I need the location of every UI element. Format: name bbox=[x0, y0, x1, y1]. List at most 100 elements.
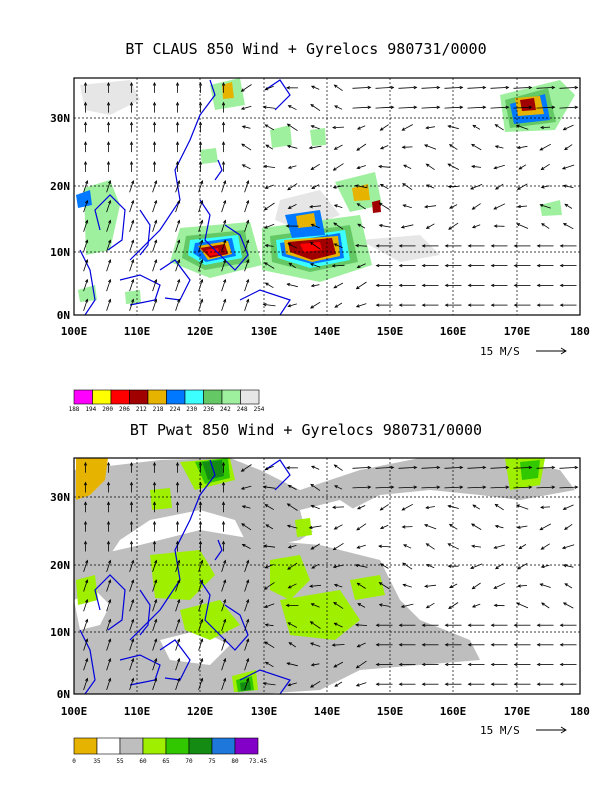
wind-arrowhead bbox=[334, 485, 338, 489]
wind-arrowhead bbox=[262, 105, 267, 109]
wind-arrow bbox=[355, 185, 368, 189]
wind-arrowhead bbox=[131, 638, 135, 643]
wind-arrow bbox=[152, 658, 157, 671]
wind-arrowhead bbox=[200, 677, 204, 682]
wind-arrowhead bbox=[198, 121, 203, 126]
wind-arrow bbox=[426, 543, 435, 550]
wind-arrow bbox=[83, 560, 88, 573]
lon-label: 130E bbox=[251, 325, 278, 338]
wind-vectors bbox=[83, 81, 579, 311]
wind-arrow bbox=[263, 683, 276, 686]
wind-arrow bbox=[288, 105, 297, 111]
wind-arrow bbox=[375, 106, 394, 109]
lon-label: 120E bbox=[187, 325, 214, 338]
colorbar-label: 35 bbox=[93, 758, 101, 765]
lon-label: 180 bbox=[570, 325, 590, 338]
wind-arrow bbox=[352, 87, 371, 89]
wind-arrow bbox=[310, 484, 321, 491]
wind-arrow bbox=[401, 224, 414, 228]
wind-arrowhead bbox=[375, 244, 380, 248]
wind-arrowhead bbox=[536, 682, 541, 686]
wind-arrowhead bbox=[528, 465, 533, 470]
wind-arrowhead bbox=[421, 623, 426, 627]
wind-arrowhead bbox=[470, 186, 474, 190]
wind-arrowhead bbox=[574, 85, 579, 90]
wind-arrow bbox=[106, 180, 111, 193]
wind-arrow bbox=[265, 624, 274, 627]
wind-arrowhead bbox=[83, 481, 88, 486]
wind-arrowhead bbox=[154, 677, 158, 682]
wind-arrow bbox=[263, 486, 276, 489]
wind-arrowhead bbox=[334, 683, 339, 687]
wind-arrow bbox=[333, 542, 344, 551]
reference-vector-arrow bbox=[536, 347, 567, 355]
wind-arrowhead bbox=[490, 662, 495, 667]
wind-arrowhead bbox=[309, 584, 313, 588]
wind-arrowhead bbox=[177, 618, 181, 623]
wind-arrow bbox=[449, 524, 458, 530]
wind-arrow bbox=[129, 638, 134, 651]
wind-arrowhead bbox=[447, 184, 452, 189]
wind-arrowhead bbox=[175, 520, 180, 525]
wind-arrowhead bbox=[355, 304, 360, 308]
wind-arrowhead bbox=[495, 186, 499, 190]
wind-arrowhead bbox=[375, 643, 380, 647]
wind-arrowhead bbox=[490, 682, 495, 686]
wind-arrowhead bbox=[106, 461, 111, 466]
wind-arrow bbox=[518, 544, 527, 549]
wind-arrow bbox=[333, 163, 344, 171]
colorbar-label: 206 bbox=[119, 406, 130, 413]
wind-arrowhead bbox=[310, 546, 315, 550]
wind-arrowhead bbox=[108, 180, 112, 184]
colorbar-swatch bbox=[110, 389, 130, 405]
wind-arrow bbox=[513, 467, 532, 469]
wind-arrowhead bbox=[108, 579, 112, 584]
wind-arrow bbox=[334, 485, 343, 490]
wind-arrowhead bbox=[198, 501, 203, 506]
wind-arrowhead bbox=[106, 160, 111, 165]
wind-arrow bbox=[129, 200, 134, 213]
wind-arrowhead bbox=[246, 239, 250, 244]
wind-arrow bbox=[495, 563, 504, 570]
wind-arrow bbox=[242, 544, 251, 549]
wind-arrowhead bbox=[241, 505, 246, 509]
claus-map-panel: 30N 20N 10N 0N 100E 110E 120E 130E 140E … bbox=[50, 77, 590, 413]
colorbar: 0 35 55 60 65 70 75 80 73.45 bbox=[72, 737, 267, 765]
wind-arrowhead bbox=[425, 184, 430, 188]
wind-arrowhead bbox=[333, 285, 338, 289]
wind-arrow bbox=[175, 240, 180, 252]
wind-arrow bbox=[221, 180, 226, 193]
wind-arrow bbox=[402, 124, 413, 131]
wind-arrowhead bbox=[286, 283, 291, 287]
wind-arrowhead bbox=[246, 638, 250, 643]
wind-arrowhead bbox=[421, 643, 426, 647]
wind-arrow bbox=[83, 599, 88, 612]
wind-arrowhead bbox=[200, 259, 204, 263]
wind-arrowhead bbox=[367, 85, 372, 90]
wind-arrowhead bbox=[264, 565, 269, 569]
colorbar-label: 230 bbox=[186, 406, 197, 413]
wind-arrowhead bbox=[379, 183, 384, 188]
colorbar-label: 0 bbox=[72, 758, 76, 765]
wind-arrowhead bbox=[129, 81, 134, 86]
colorbar-swatch bbox=[211, 737, 236, 755]
wind-arrow bbox=[517, 205, 528, 208]
wind-arrowhead bbox=[398, 303, 403, 307]
wind-arrow bbox=[518, 164, 527, 170]
wind-arrowhead bbox=[356, 147, 360, 151]
wind-arrowhead bbox=[332, 185, 337, 189]
wind-arrowhead bbox=[309, 621, 314, 625]
wind-arrowhead bbox=[379, 127, 384, 131]
wind-arrowhead bbox=[425, 126, 430, 130]
wind-arrow bbox=[563, 504, 574, 510]
wind-arrow bbox=[357, 165, 366, 169]
wind-arrowhead bbox=[108, 638, 112, 643]
wind-arrow bbox=[448, 163, 459, 170]
wind-arrow bbox=[541, 163, 550, 170]
wind-arrowhead bbox=[129, 520, 134, 525]
wind-arrowhead bbox=[152, 160, 157, 165]
colorbar-label: 194 bbox=[85, 406, 96, 413]
wind-arrowhead bbox=[536, 283, 541, 288]
wind-arrowhead bbox=[447, 125, 452, 129]
wind-arrowhead bbox=[240, 88, 245, 92]
